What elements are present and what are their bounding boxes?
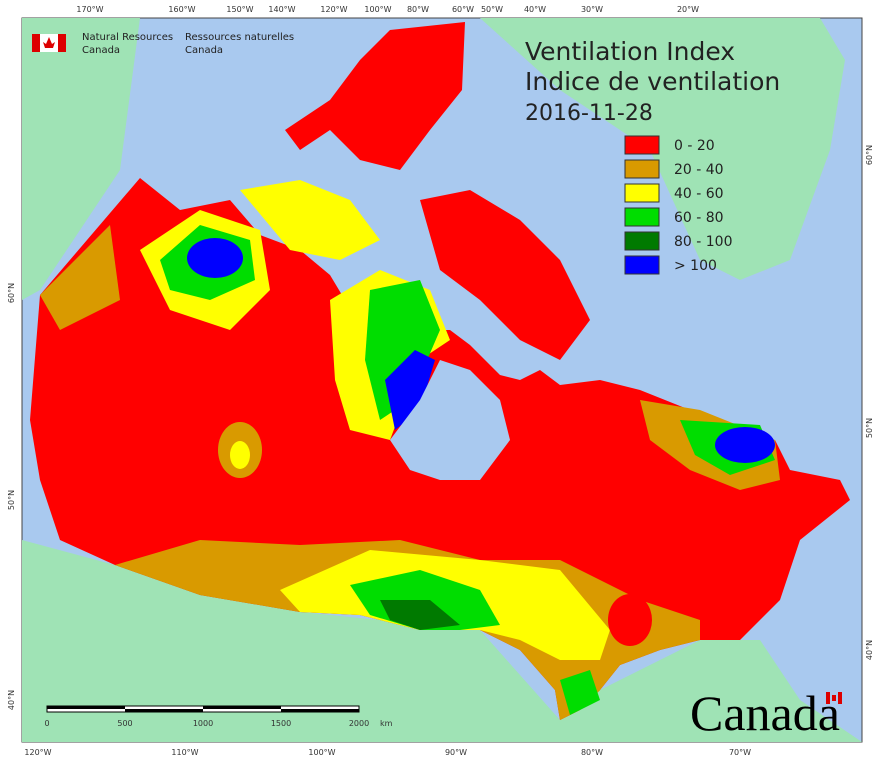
- legend-label: 80 - 100: [674, 234, 733, 250]
- scale-bar: [46, 705, 360, 713]
- longitude-label: 170°W: [76, 5, 103, 14]
- latitude-label: 60°N: [7, 283, 16, 303]
- alaska: [22, 18, 140, 300]
- agency-fr: Ressources naturelles: [185, 32, 294, 43]
- legend-swatch: [624, 183, 660, 203]
- longitude-label: 110°W: [171, 748, 198, 757]
- latitude-label: 40°N: [865, 640, 874, 660]
- longitude-label: 100°W: [364, 5, 391, 14]
- longitude-label: 40°W: [524, 5, 546, 14]
- legend-swatch: [624, 207, 660, 227]
- longitude-label: 60°W: [452, 5, 474, 14]
- legend-label: 20 - 40: [674, 162, 724, 178]
- legend-label: 60 - 80: [674, 210, 724, 226]
- longitude-label: 120°W: [320, 5, 347, 14]
- longitude-label: 30°W: [581, 5, 603, 14]
- baffin: [420, 190, 590, 360]
- maple-leaf: [832, 695, 836, 701]
- longitude-label: 150°W: [226, 5, 253, 14]
- legend-swatch: [624, 255, 660, 275]
- zone-yellow: [230, 441, 250, 469]
- zone-green: [560, 670, 600, 715]
- legend-label: > 100: [674, 258, 717, 274]
- zone-darkgreen: [380, 600, 460, 630]
- victoria-island: [240, 180, 380, 260]
- zone-blue: [715, 427, 775, 463]
- scale-segment: [47, 706, 125, 709]
- legend-swatch: [624, 159, 660, 179]
- legend-label: 0 - 20: [674, 138, 715, 154]
- zone-green: [365, 280, 440, 420]
- date: 2016-11-28: [525, 101, 653, 126]
- scale-segment: [203, 706, 281, 709]
- agency-en: Canada: [82, 45, 120, 56]
- united-states: [22, 540, 862, 742]
- maple-leaf: [43, 37, 55, 48]
- longitude-label: 20°W: [677, 5, 699, 14]
- latitude-label: 60°N: [865, 145, 874, 165]
- greenland: [480, 18, 845, 280]
- title-en: Ventilation Index: [525, 37, 735, 66]
- longitude-label: 80°W: [581, 748, 603, 757]
- legend-swatch: [624, 231, 660, 251]
- legend-label: 40 - 60: [674, 186, 724, 202]
- latitude-label: 50°N: [7, 490, 16, 510]
- latitude-label: 50°N: [865, 418, 874, 438]
- ellesmere: [285, 22, 465, 170]
- longitude-label: 140°W: [268, 5, 295, 14]
- scale-label: 2000: [349, 719, 369, 728]
- agency-logo: Natural Resources Canada Ressources natu…: [32, 32, 294, 56]
- longitude-label: 70°W: [729, 748, 751, 757]
- agency-en: Natural Resources: [82, 32, 173, 43]
- longitude-label: 90°W: [445, 748, 467, 757]
- legend-swatch: [624, 135, 660, 155]
- flag-bar: [58, 34, 66, 52]
- longitude-label: 50°W: [481, 5, 503, 14]
- scale-label: 500: [117, 719, 132, 728]
- scale-label: 0: [44, 719, 49, 728]
- zone-blue: [385, 350, 435, 430]
- scale-segment: [125, 709, 203, 712]
- latitude-label: 40°N: [7, 690, 16, 710]
- flag-bar: [826, 692, 830, 704]
- flag-bar: [32, 34, 40, 52]
- longitude-label: 160°W: [168, 5, 195, 14]
- zone-red: [608, 594, 652, 646]
- longitude-label: 80°W: [407, 5, 429, 14]
- longitude-label: 120°W: [24, 748, 51, 757]
- wordmark: Canada: [690, 685, 840, 741]
- wordmark-flag: [826, 692, 842, 704]
- title-fr: Indice de ventilation: [525, 67, 780, 96]
- scale-label: 1500: [271, 719, 291, 728]
- flag-bar: [838, 692, 842, 704]
- scale-segment: [281, 709, 359, 712]
- agency-fr: Canada: [185, 45, 223, 56]
- longitude-label: 100°W: [308, 748, 335, 757]
- zone-orange: [40, 225, 120, 330]
- scale-unit: km: [380, 719, 393, 728]
- zone-blue: [187, 238, 243, 278]
- hudson-bay: [390, 360, 510, 480]
- scale-label: 1000: [193, 719, 213, 728]
